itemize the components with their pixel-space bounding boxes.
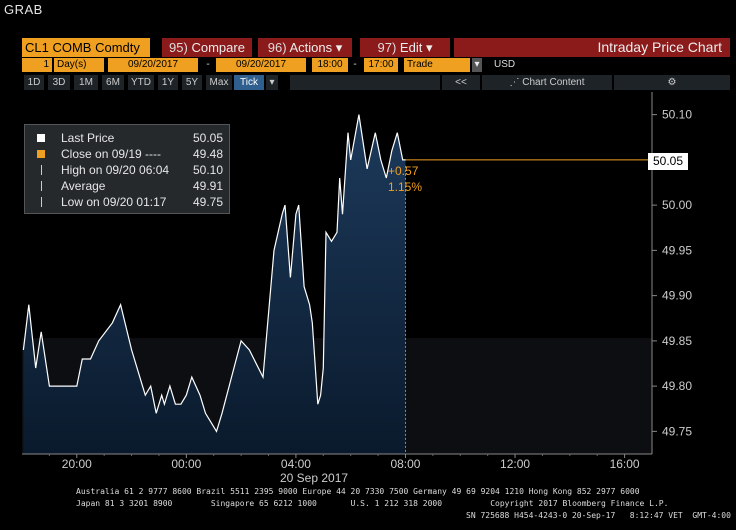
actions-shortcut: 96) <box>267 40 287 55</box>
start-time-input[interactable]: 18:00 <box>312 58 348 72</box>
y-tick-label-3: 49.90 <box>662 289 692 303</box>
legend-box: Last Price 50.05 Close on 09/19 ---- 49.48 H… <box>24 124 230 214</box>
compare-label: Compare <box>191 40 245 55</box>
legend-row: Average 49.91 <box>25 178 229 194</box>
x-tick-label-5: 16:00 <box>610 457 640 471</box>
days-unit-select[interactable]: Day(s) <box>54 58 104 72</box>
end-date-input[interactable]: 09/20/2017 <box>216 58 306 72</box>
compare-button[interactable]: 95) Compare <box>162 38 252 57</box>
price-area <box>23 114 406 454</box>
y-tick-label-0: 49.75 <box>662 424 692 438</box>
source-select[interactable]: Trade <box>404 58 470 72</box>
legend-value: 50.05 <box>192 131 223 145</box>
period-max[interactable]: Max <box>206 75 232 90</box>
legend-value: 50.10 <box>192 163 223 177</box>
footer-contacts-1: Australia 61 2 9777 8600 Brazil 5511 239… <box>76 487 640 496</box>
legend-value: 49.91 <box>192 179 223 193</box>
actions-label: Actions <box>289 40 333 55</box>
legend-low-icon <box>41 197 43 207</box>
chart-content-label: Chart Content <box>522 77 585 88</box>
settings-button[interactable]: ⚙ <box>614 75 730 90</box>
y-tick-label-4: 49.95 <box>662 243 692 257</box>
price-change-abs: +0.57 <box>388 164 419 178</box>
period-5y[interactable]: 5Y <box>182 75 202 90</box>
x-axis-date-label: 20 Sep 2017 <box>280 471 349 485</box>
legend-row: Low on 09/20 01:17 49.75 <box>25 194 229 210</box>
legend-label: Last Price <box>61 131 115 145</box>
legend-label: Close on 09/19 ---- <box>61 147 162 161</box>
period-1y[interactable]: 1Y <box>158 75 178 90</box>
legend-row: Last Price 50.05 <box>25 130 229 146</box>
end-time-input[interactable]: 17:00 <box>364 58 398 72</box>
legend-label: High on 09/20 06:04 <box>61 163 170 177</box>
grab-label: GRAB <box>4 2 43 17</box>
actions-dropdown-icon: ▾ <box>335 40 343 55</box>
y-tick-label-2: 49.85 <box>662 334 692 348</box>
chart-content-icon: ⋰ <box>509 77 520 88</box>
x-tick-label-1: 00:00 <box>171 457 201 471</box>
period-6m[interactable]: 6M <box>102 75 124 90</box>
x-tick-label-0: 20:00 <box>62 457 92 471</box>
currency-label: USD <box>494 59 516 70</box>
legend-label: Low on 09/20 01:17 <box>61 195 167 209</box>
legend-value: 49.48 <box>192 147 223 161</box>
edit-shortcut: 97) <box>377 40 397 55</box>
period-ytd[interactable]: YTD <box>128 75 154 90</box>
price-change-pct: 1.15% <box>388 180 423 194</box>
x-tick-label-3: 08:00 <box>390 457 420 471</box>
x-tick-label-4: 12:00 <box>500 457 530 471</box>
source-dropdown-icon[interactable]: ▾ <box>472 58 482 72</box>
legend-avg-icon <box>41 181 43 191</box>
ticker-field[interactable]: CL1 COMB Comdty <box>22 38 150 57</box>
chart-toolbar-spacer <box>290 75 440 90</box>
period-1d[interactable]: 1D <box>24 75 44 90</box>
edit-button[interactable]: 97) Edit ▾ <box>360 38 450 57</box>
period-1m[interactable]: 1M <box>74 75 98 90</box>
legend-row: Close on 09/19 ---- 49.48 <box>25 146 229 162</box>
legend-high-icon <box>41 165 43 175</box>
chart-content-button[interactable]: ⋰ Chart Content <box>482 75 612 90</box>
legend-value: 49.75 <box>192 195 223 209</box>
period-tick[interactable]: Tick <box>234 75 264 90</box>
y-tick-label-5: 50.00 <box>662 198 692 212</box>
y-tick-label-1: 49.80 <box>662 379 692 393</box>
footer-contacts-2: Japan 81 3 3201 8900 Singapore 65 6212 1… <box>76 499 669 508</box>
x-tick-label-2: 04:00 <box>281 457 311 471</box>
footer-session: SN 725688 H454-4243-0 20-Sep-17 8:12:47 … <box>466 511 731 520</box>
period-dropdown-icon[interactable]: ▾ <box>266 75 278 90</box>
gear-icon: ⚙ <box>667 77 677 88</box>
edit-label: Edit <box>399 40 423 55</box>
start-date-input[interactable]: 09/20/2017 <box>108 58 198 72</box>
chart-title-bar: Intraday Price Chart <box>454 38 730 57</box>
legend-row: High on 09/20 06:04 50.10 <box>25 162 229 178</box>
legend-square-icon <box>37 150 45 158</box>
legend-label: Average <box>61 179 106 193</box>
date-range-dash: - <box>206 59 210 70</box>
time-range-dash: - <box>353 59 357 70</box>
compare-shortcut: 95) <box>169 40 188 55</box>
days-input[interactable]: 1 <box>22 58 52 72</box>
y-tick-label-7: 50.10 <box>662 108 692 122</box>
price-line <box>22 114 406 433</box>
edit-dropdown-icon: ▾ <box>425 40 433 55</box>
collapse-button[interactable]: << <box>442 75 480 90</box>
period-3d[interactable]: 3D <box>48 75 70 90</box>
actions-button[interactable]: 96) Actions ▾ <box>258 38 352 57</box>
legend-square-icon <box>37 134 45 142</box>
last-price-tag: 50.05 <box>648 153 688 170</box>
